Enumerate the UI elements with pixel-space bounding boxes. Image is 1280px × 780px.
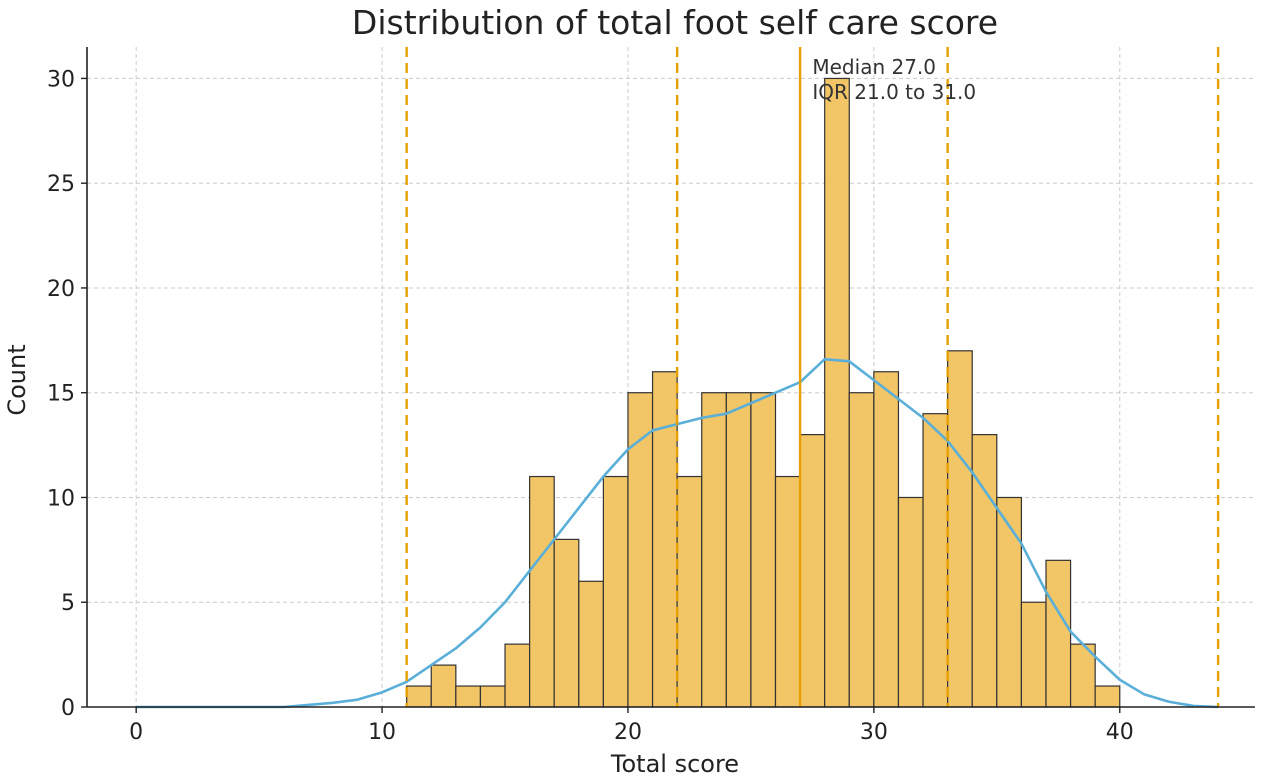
annotation-median: Median 27.0 xyxy=(812,55,936,79)
histogram-bar xyxy=(701,392,727,708)
histogram-bar xyxy=(602,475,629,708)
histogram-bar xyxy=(725,392,752,708)
histogram-bar xyxy=(774,475,801,708)
ticks-layer: 0 10 20 30 40 0 5 10 15 20 25 30 xyxy=(47,67,1134,745)
histogram-bar xyxy=(1045,559,1072,708)
histogram-bar xyxy=(430,664,457,708)
histogram-bar xyxy=(750,392,777,708)
kde-layer xyxy=(136,357,1219,709)
annotation-text: Median 27.0 IQR 21.0 to 31.0 xyxy=(812,55,976,104)
histogram-bar xyxy=(873,371,900,708)
y-tick-label: 20 xyxy=(47,277,75,302)
histogram-bar xyxy=(947,350,973,708)
histogram-bar xyxy=(676,475,703,708)
kde-curve xyxy=(136,357,1219,709)
histogram-bar xyxy=(406,685,432,708)
y-tick-label: 30 xyxy=(47,67,75,92)
y-tick-label: 0 xyxy=(61,696,75,721)
histogram-bar xyxy=(651,371,678,708)
x-tick-label: 10 xyxy=(368,720,396,745)
histogram-bar xyxy=(897,496,924,708)
x-tick-label: 20 xyxy=(614,720,642,745)
x-axis-label: Total score xyxy=(610,750,739,778)
histogram-bar xyxy=(799,434,826,708)
histogram-bar xyxy=(1020,601,1047,708)
histogram-bar xyxy=(479,685,506,708)
histogram-bar xyxy=(922,413,949,708)
histogram-bar xyxy=(504,643,531,708)
y-axis-label: Count xyxy=(3,344,31,415)
histogram-bar xyxy=(578,580,604,708)
chart-title: Distribution of total foot self care sco… xyxy=(352,3,998,42)
histogram-bar xyxy=(1094,685,1121,708)
annotation-iqr: IQR 21.0 to 31.0 xyxy=(812,80,976,104)
vline-layer xyxy=(405,47,1220,707)
y-tick-label: 5 xyxy=(61,591,75,616)
histogram-bar xyxy=(455,685,482,708)
x-tick-label: 0 xyxy=(129,720,143,745)
y-tick-label: 15 xyxy=(47,382,75,407)
y-tick-label: 25 xyxy=(47,172,75,197)
x-tick-label: 40 xyxy=(1106,720,1134,745)
histogram-bar xyxy=(848,392,875,708)
y-tick-label: 10 xyxy=(47,486,75,511)
histogram-bar xyxy=(996,496,1023,708)
histogram-bar xyxy=(529,475,555,708)
histogram-bar xyxy=(824,77,850,708)
axes-layer xyxy=(86,47,1255,708)
x-tick-label: 30 xyxy=(860,720,888,745)
histogram-bar xyxy=(553,538,580,708)
